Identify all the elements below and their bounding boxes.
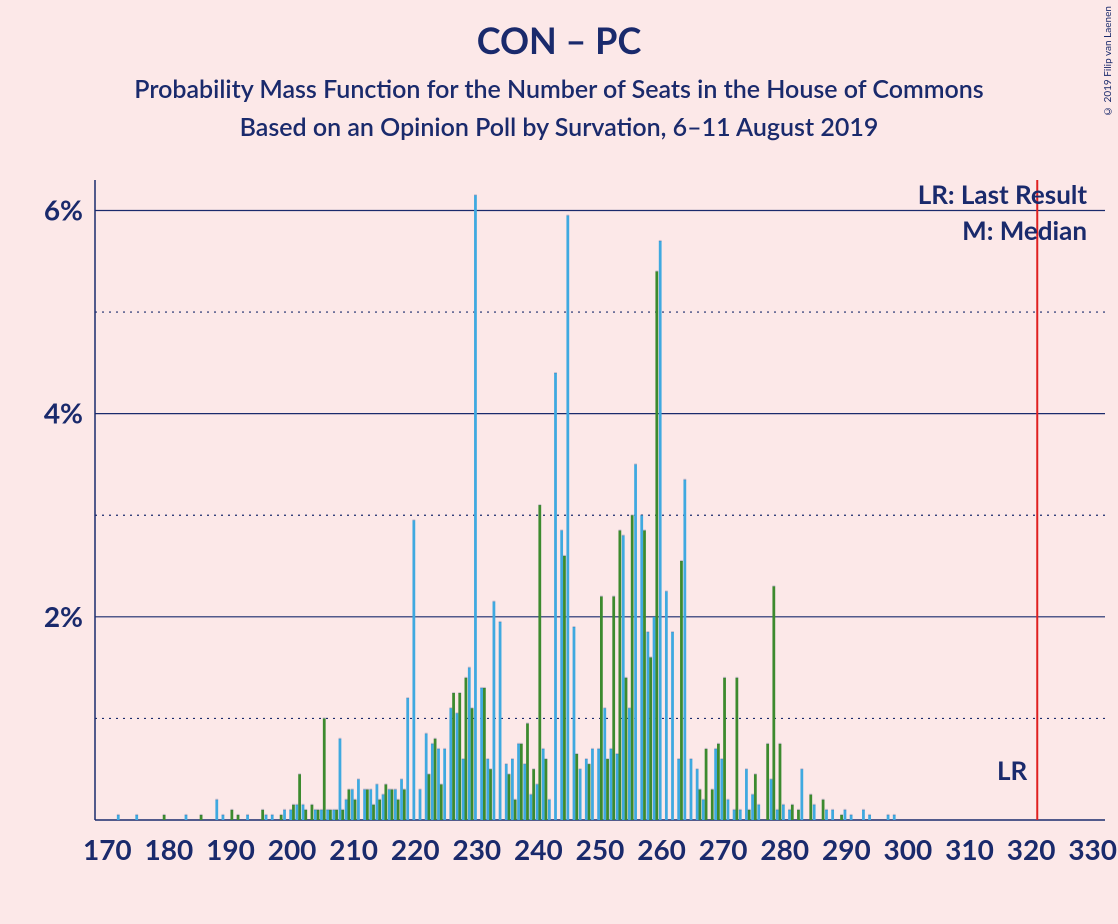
x-tick-label: 270 (699, 832, 748, 866)
pmf-chart: CON – PC Probability Mass Function for t… (0, 0, 1118, 924)
x-tick-label: 250 (576, 832, 625, 866)
y-tick-label: 4% (44, 396, 83, 430)
x-tick-label: 290 (822, 832, 871, 866)
x-tick-label: 200 (268, 832, 317, 866)
x-tick-label: 320 (1007, 832, 1056, 866)
chart-subtitle-1: Probability Mass Function for the Number… (0, 74, 1118, 104)
x-tick-label: 170 (83, 832, 132, 866)
x-tick-label: 220 (391, 832, 440, 866)
x-tick-label: 240 (514, 832, 563, 866)
legend-lr: LR: Last Result (918, 178, 1088, 210)
copyright-text: © 2019 Filip van Laenen (1102, 6, 1114, 117)
x-tick-label: 300 (884, 832, 933, 866)
y-tick-label: 2% (44, 599, 83, 633)
x-tick-label: 310 (945, 832, 994, 866)
pmf-svg: 2%4%6%1701801902002102202302402502602702… (95, 180, 1105, 900)
x-tick-label: 210 (329, 832, 378, 866)
x-tick-label: 190 (206, 832, 255, 866)
x-tick-label: 260 (637, 832, 686, 866)
x-tick-label: 180 (145, 832, 194, 866)
y-tick-label: 6% (44, 192, 83, 226)
chart-title: CON – PC (0, 0, 1118, 62)
x-tick-label: 230 (452, 832, 501, 866)
legend-m: M: Median (962, 214, 1087, 246)
chart-subtitle-2: Based on an Opinion Poll by Survation, 6… (0, 112, 1118, 142)
plot-area: 2%4%6%1701801902002102202302402502602702… (95, 180, 1105, 840)
x-tick-label: 330 (1068, 832, 1117, 866)
lr-label: LR (997, 754, 1028, 786)
x-tick-label: 280 (760, 832, 809, 866)
